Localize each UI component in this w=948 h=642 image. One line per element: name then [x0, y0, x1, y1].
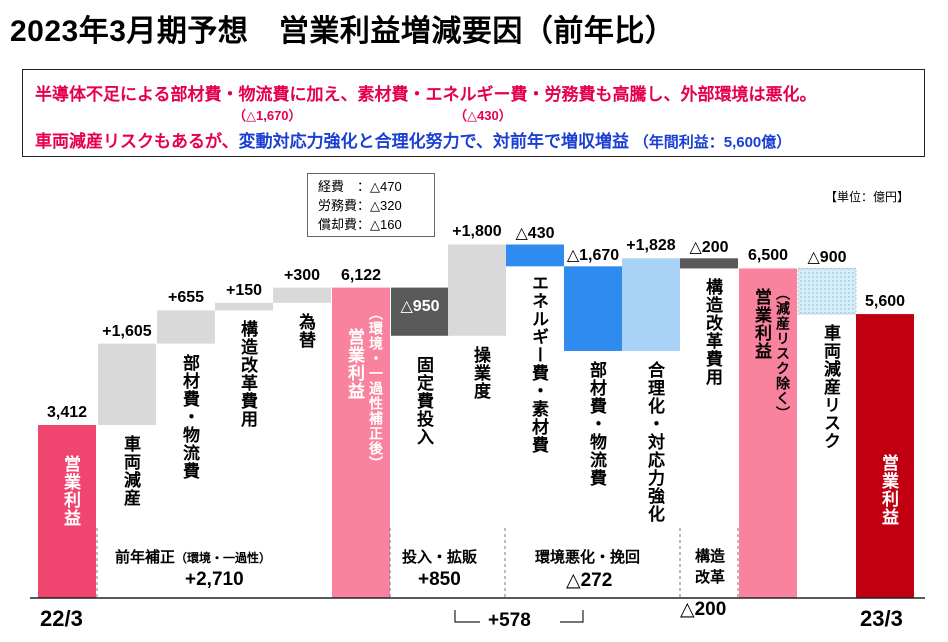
bar-8: [506, 244, 564, 267]
value-label: △1,670: [566, 247, 620, 265]
value-label: 6,500: [747, 247, 789, 265]
bar-1: [98, 343, 156, 425]
period-end: 23/3: [860, 606, 903, 631]
bar-note: （環境・一過性補正後）: [368, 305, 384, 471]
bar-label: 操業度: [471, 345, 490, 400]
bar-9: [564, 266, 622, 351]
group-label-invest: 投入・拡販: [402, 549, 478, 566]
bar-2: [157, 310, 215, 344]
bar-14: [856, 314, 914, 598]
cost-breakdown-item: 経費 ：△470: [318, 179, 402, 194]
summary-line-2-red: 車両減産リスクもあるが、: [35, 132, 239, 151]
bar-label: 為替: [296, 312, 315, 349]
bar-label: 営業利益: [345, 327, 364, 400]
page-title: 2023年3月期予想 営業利益増減要因（前年比）: [10, 15, 676, 48]
group-value-environment: △272: [566, 570, 613, 591]
cost-breakdown-box: 経費 ：△470 労務費：△320 償却費：△160: [307, 173, 435, 237]
summary-line-2: 車両減産リスクもあるが、変動対応力強化と合理化努力で、対前年で増収増益 （年間利…: [35, 127, 791, 152]
value-label: 3,412: [46, 404, 88, 421]
bar-4: [273, 287, 331, 303]
bar-label: 営業利益: [879, 454, 898, 527]
bar-label: 部材費・物流費: [587, 360, 606, 487]
summary-sub-1: （△1,670）: [233, 108, 302, 123]
value-label: +1,605: [102, 322, 152, 340]
bar-label: 構造改革費用: [703, 278, 722, 387]
bar-12: [739, 268, 797, 598]
bar-label: エネルギー費・素材費: [529, 274, 548, 455]
value-label: +300: [283, 266, 321, 284]
value-label: △200: [689, 239, 729, 257]
bar-label: 営業利益: [752, 288, 771, 361]
summary-box: 半導体不足による部材費・物流費に加え、素材費・エネルギー費・労務費も高騰し、外部…: [22, 69, 925, 157]
bar-11: [680, 258, 738, 269]
group-value-restructure: △200: [680, 599, 727, 620]
cost-breakdown-item: 労務費：△320: [318, 198, 402, 213]
bar-7: [448, 244, 506, 336]
bar-5: [332, 287, 390, 598]
bar-label: 部材費・物流費: [180, 353, 199, 480]
bar-label: 合理化・対応力強化: [645, 360, 664, 523]
group-label-prior-adjust: 前年補正（環境・一過性）: [115, 549, 272, 566]
group-value-prior-adjust: +2,710: [185, 569, 244, 590]
bar-label: 車両減産: [121, 435, 140, 507]
value-label: +1,828: [626, 237, 676, 255]
bar-label: 固定費投入: [414, 355, 433, 446]
value-label: △950: [400, 297, 440, 315]
value-label: △900: [807, 249, 847, 267]
bar-10: [622, 258, 680, 351]
value-label: △430: [515, 225, 555, 243]
summary-line-1: 半導体不足による部材費・物流費に加え、素材費・エネルギー費・労務費も高騰し、外部…: [35, 85, 817, 104]
bar-6: [391, 287, 449, 336]
group-label-restructure: 構造改革: [694, 548, 725, 586]
value-label: +150: [225, 281, 263, 299]
bar-0: [38, 425, 96, 598]
bar-label: 構造改革費用: [238, 320, 257, 429]
summary-line-2-blue: 変動対応力強化と合理化努力で、対前年で増収増益: [238, 132, 629, 151]
summary-line-2-profit: （年間利益：5,600億）: [633, 134, 792, 151]
cost-breakdown-item: 償却費：△160: [318, 217, 402, 232]
summary-sub-2: （△430）: [454, 108, 512, 123]
value-label: 6,122: [340, 266, 382, 284]
bar-note: （減産リスク除く）: [775, 286, 791, 422]
bar-label: 営業利益: [61, 455, 80, 527]
group-label-environment: 環境悪化・挽回: [535, 549, 641, 566]
group-value-invest: +850: [418, 569, 461, 590]
bar-label: 車両減産リスク: [821, 324, 840, 451]
period-start: 22/3: [40, 606, 83, 631]
unit-label: 【単位：億円】: [825, 190, 910, 204]
value-label: +655: [167, 289, 205, 307]
value-label: +1,800: [452, 223, 502, 241]
combined-label: +578: [488, 610, 531, 631]
bar-3: [215, 302, 273, 311]
value-label: 5,600: [864, 293, 906, 311]
bar-13: [797, 267, 857, 315]
